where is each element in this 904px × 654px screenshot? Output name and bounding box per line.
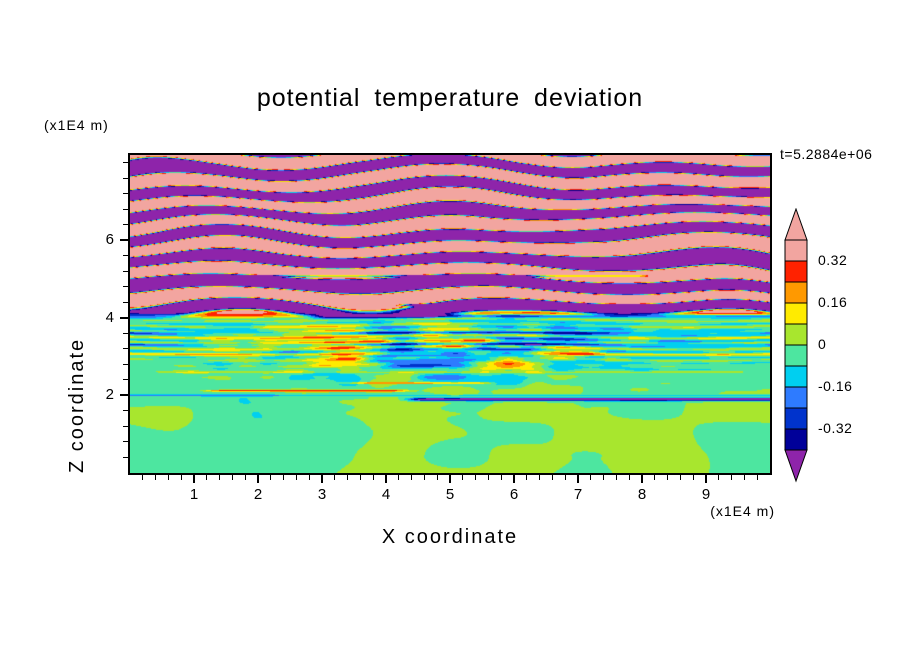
colorbar-label: 0.32 — [818, 252, 848, 268]
z-minor-tick — [123, 270, 128, 272]
x-minor-tick — [692, 475, 694, 480]
x-minor-tick — [308, 475, 310, 480]
x-minor-tick — [756, 475, 758, 480]
x-tick-label: 3 — [317, 486, 327, 503]
x-minor-tick — [743, 475, 745, 480]
z-minor-tick — [123, 224, 128, 226]
x-minor-tick — [564, 475, 566, 480]
z-minor-tick — [123, 348, 128, 350]
z-minor-tick — [123, 286, 128, 288]
z-minor-tick — [123, 301, 128, 303]
z-minor-tick — [123, 332, 128, 334]
x-minor-tick — [436, 475, 438, 480]
x-minor-tick — [372, 475, 374, 480]
z-minor-tick — [123, 441, 128, 443]
z-minor-tick — [123, 162, 128, 164]
x-tick-label: 8 — [637, 486, 647, 503]
x-minor-tick — [590, 475, 592, 480]
x-minor-tick — [526, 475, 528, 480]
z-minor-tick — [123, 208, 128, 210]
x-major-tick — [513, 475, 515, 483]
x-minor-tick — [462, 475, 464, 480]
x-minor-tick — [270, 475, 272, 480]
x-minor-tick — [244, 475, 246, 480]
x-minor-tick — [295, 475, 297, 480]
x-tick-label: 2 — [253, 486, 263, 503]
x-minor-tick — [283, 475, 285, 480]
x-minor-tick — [359, 475, 361, 480]
colorbar-label: -0.32 — [818, 420, 853, 436]
x-minor-tick — [628, 475, 630, 480]
z-tick-label: 2 — [105, 386, 114, 404]
x-major-tick — [193, 475, 195, 483]
x-major-tick — [577, 475, 579, 483]
x-minor-tick — [411, 475, 413, 480]
z-tick-label: 4 — [105, 308, 114, 326]
z-tick-label: 6 — [105, 231, 114, 249]
colorbar-label: 0 — [818, 336, 827, 352]
x-tick-label: 1 — [189, 486, 199, 503]
x-major-tick — [385, 475, 387, 483]
x-minor-tick — [167, 475, 169, 480]
z-minor-tick — [123, 255, 128, 257]
x-minor-tick — [654, 475, 656, 480]
x-minor-tick — [551, 475, 553, 480]
x-minor-tick — [679, 475, 681, 480]
x-minor-tick — [180, 475, 182, 480]
x-minor-tick — [487, 475, 489, 480]
colorbar-label: 0.16 — [818, 294, 848, 310]
x-minor-tick — [500, 475, 502, 480]
x-axis-label: X coordinate — [381, 526, 519, 548]
x-minor-tick — [731, 475, 733, 480]
colorbar: 0.32 0.16 0 -0.16 -0.32 — [784, 207, 852, 489]
z-minor-tick — [123, 193, 128, 195]
x-minor-tick — [231, 475, 233, 480]
z-minor-tick — [123, 379, 128, 381]
x-minor-tick — [398, 475, 400, 480]
z-major-tick — [120, 394, 128, 397]
chart-title: potential temperature deviation — [256, 84, 644, 112]
x-major-tick — [449, 475, 451, 483]
x-major-tick — [257, 475, 259, 483]
x-minor-tick — [423, 475, 425, 480]
z-axis-unit: (x1E4 m) — [44, 117, 109, 133]
x-axis-unit: (x1E4 m) — [710, 503, 775, 519]
x-minor-tick — [334, 475, 336, 480]
x-minor-tick — [603, 475, 605, 480]
x-tick-label: 7 — [573, 486, 583, 503]
x-minor-tick — [667, 475, 669, 480]
x-tick-label: 4 — [381, 486, 391, 503]
x-major-tick — [321, 475, 323, 483]
z-minor-tick — [123, 363, 128, 365]
heatmap-canvas — [130, 155, 770, 473]
x-minor-tick — [206, 475, 208, 480]
colorbar-svg — [784, 207, 808, 483]
z-minor-tick — [123, 425, 128, 427]
z-major-tick — [120, 316, 128, 319]
x-tick-label: 5 — [445, 486, 455, 503]
x-minor-tick — [615, 475, 617, 480]
x-major-tick — [705, 475, 707, 483]
x-minor-tick — [219, 475, 221, 480]
x-minor-tick — [475, 475, 477, 480]
colorbar-label: -0.16 — [818, 378, 853, 394]
x-major-tick — [641, 475, 643, 483]
x-minor-tick — [539, 475, 541, 480]
x-tick-label: 6 — [509, 486, 519, 503]
x-minor-tick — [155, 475, 157, 480]
time-label: t=5.2884e+06 — [780, 146, 873, 162]
x-minor-tick — [718, 475, 720, 480]
x-minor-tick — [142, 475, 144, 480]
x-minor-tick — [347, 475, 349, 480]
z-minor-tick — [123, 410, 128, 412]
z-minor-tick — [123, 456, 128, 458]
z-major-tick — [120, 239, 128, 242]
z-minor-tick — [123, 177, 128, 179]
x-tick-label: 9 — [701, 486, 711, 503]
